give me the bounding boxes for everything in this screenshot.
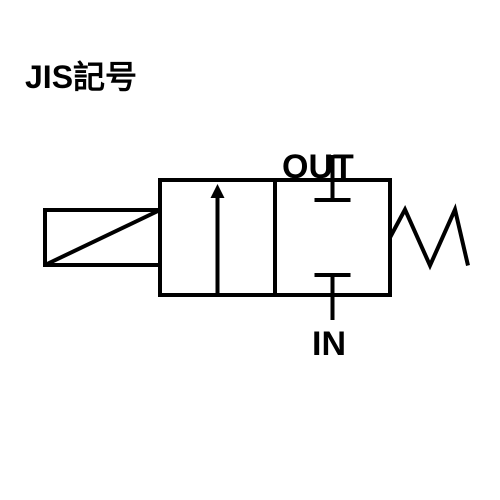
diagram-title: JIS記号	[25, 52, 137, 98]
label-out: OUT	[282, 148, 354, 187]
label-in: IN	[312, 325, 346, 364]
